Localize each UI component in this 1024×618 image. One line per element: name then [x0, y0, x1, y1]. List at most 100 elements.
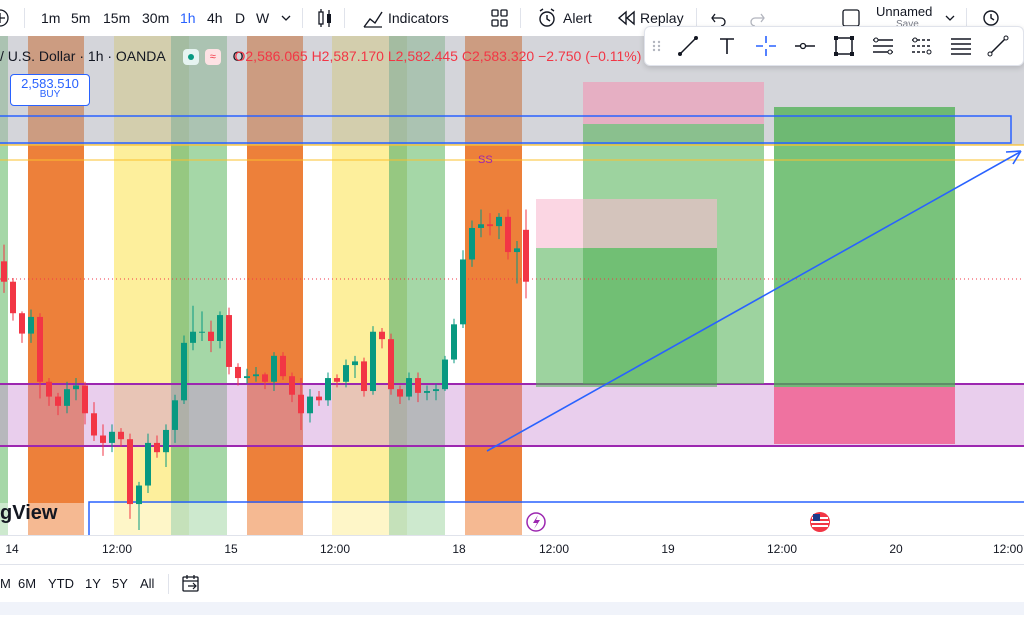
interval-30m[interactable]: 30m	[142, 10, 170, 26]
price-chart[interactable]: SS	[0, 36, 1024, 535]
candle-body	[379, 331, 385, 340]
range-all[interactable]: All	[140, 576, 155, 591]
buy-label: BUY	[39, 89, 61, 100]
text-icon[interactable]	[714, 33, 740, 59]
candle-body	[370, 331, 376, 392]
candle-body	[199, 331, 205, 333]
toolbar-divider	[520, 8, 521, 28]
buy-button[interactable]: 2,583.510 BUY	[10, 74, 90, 106]
event-lightning-icon[interactable]	[526, 512, 546, 532]
candle-body	[487, 224, 493, 227]
calendar-goto-icon[interactable]	[180, 565, 202, 603]
cross-icon[interactable]	[753, 33, 779, 59]
layout-name[interactable]: Unnamed	[876, 4, 933, 19]
templates-icon[interactable]	[490, 0, 510, 36]
candle-body	[190, 331, 196, 343]
arrow-head	[1005, 150, 1022, 165]
candle-body	[226, 315, 232, 367]
candle-body	[316, 396, 322, 401]
candle-body	[469, 227, 475, 260]
interval-15m[interactable]: 15m	[103, 10, 131, 26]
drag-handle-icon[interactable]	[651, 33, 663, 59]
interval-1h[interactable]: 1h	[180, 10, 196, 26]
range-m[interactable]: M	[0, 576, 11, 591]
range-1y[interactable]: 1Y	[85, 576, 101, 591]
undo-icon[interactable]	[710, 0, 728, 36]
trend-line-icon[interactable]	[675, 33, 701, 59]
interval-4h[interactable]: 4h	[207, 10, 223, 26]
candle-body	[496, 216, 502, 227]
candle-body	[244, 376, 250, 379]
time-label: 20	[889, 542, 903, 556]
blue-rectangle[interactable]	[88, 501, 1024, 535]
close-value: C2,583.320	[461, 48, 535, 64]
candle-body	[334, 378, 340, 382]
candle-body	[172, 400, 178, 430]
range-6m[interactable]: 6M	[18, 576, 37, 591]
chevron-down-icon[interactable]	[280, 0, 292, 36]
redo-icon[interactable]	[748, 0, 766, 36]
candle-body	[478, 224, 484, 228]
time-axis[interactable]: 14 12:00 15 12:00 18 12:00 19 12:00 20 1…	[0, 535, 1024, 564]
indicators-icon[interactable]	[362, 0, 384, 36]
ray-icon[interactable]	[985, 33, 1011, 59]
candle-body	[307, 396, 313, 414]
blue-rectangle[interactable]	[0, 115, 1012, 144]
indicators-button[interactable]: Indicators	[388, 10, 449, 26]
interval-w[interactable]: W	[256, 10, 270, 26]
candle-body	[154, 442, 160, 453]
time-label: 12:00	[538, 542, 570, 556]
drawing-toolbar	[644, 26, 1024, 66]
candle-body	[397, 389, 403, 397]
candle-body	[298, 394, 304, 414]
toolbar-divider	[966, 8, 967, 28]
interval-1m[interactable]: 1m	[41, 10, 61, 26]
candle-body	[217, 315, 223, 342]
candle-body	[19, 313, 25, 334]
horizontal-ray-icon[interactable]	[792, 33, 818, 59]
candle-body	[514, 248, 520, 253]
candle-body	[73, 385, 79, 390]
ss-label: SS	[478, 154, 493, 166]
range-5y[interactable]: 5Y	[112, 576, 128, 591]
candle-body	[280, 355, 286, 377]
candle-body	[136, 485, 142, 505]
chevron-down-icon[interactable]	[944, 0, 956, 36]
candle-body	[145, 442, 151, 486]
rectangle-icon[interactable]	[831, 33, 857, 59]
replay-icon[interactable]	[616, 0, 636, 36]
change-value: −2.750 (−0.11%)	[538, 48, 642, 64]
symbol-title[interactable]: / U.S. Dollar · 1h · OANDA	[0, 48, 165, 64]
candles-icon[interactable]	[316, 0, 334, 36]
layout-save-label[interactable]: Save	[896, 19, 919, 30]
candle-body	[289, 376, 295, 395]
quick-search-icon[interactable]	[980, 0, 1002, 36]
replay-button[interactable]: Replay	[640, 10, 684, 26]
candle-body	[109, 431, 115, 443]
range-ytd[interactable]: YTD	[48, 576, 74, 591]
candle-body	[424, 391, 430, 393]
add-symbol-icon[interactable]	[0, 0, 14, 36]
us-flag-icon[interactable]	[810, 512, 830, 532]
toolbar-divider	[302, 8, 303, 28]
chart-pane[interactable]: SS	[0, 36, 1024, 535]
candle-body	[361, 361, 367, 392]
symbol-legend: / U.S. Dollar · 1h · OANDA ≈ OO2,586.065…	[0, 48, 642, 66]
parallel-lines-icon[interactable]	[948, 33, 974, 59]
alert-button[interactable]: Alert	[563, 10, 592, 26]
interval-d[interactable]: D	[235, 10, 246, 26]
time-label: 12:00	[319, 542, 351, 556]
interval-5m[interactable]: 5m	[71, 10, 91, 26]
trend-arrow[interactable]	[486, 151, 1021, 452]
candle-body	[325, 378, 331, 401]
candle-body	[505, 216, 511, 253]
alarm-clock-icon[interactable]	[536, 0, 558, 36]
time-label: 12:00	[101, 542, 133, 556]
wave-icon: ≈	[204, 49, 221, 66]
fib-retracement-icon[interactable]	[870, 33, 896, 59]
candle-body	[406, 378, 412, 397]
candle-body	[91, 413, 97, 436]
candle-body	[181, 342, 187, 401]
pitchfork-icon[interactable]	[909, 33, 935, 59]
candle-body	[37, 316, 43, 382]
